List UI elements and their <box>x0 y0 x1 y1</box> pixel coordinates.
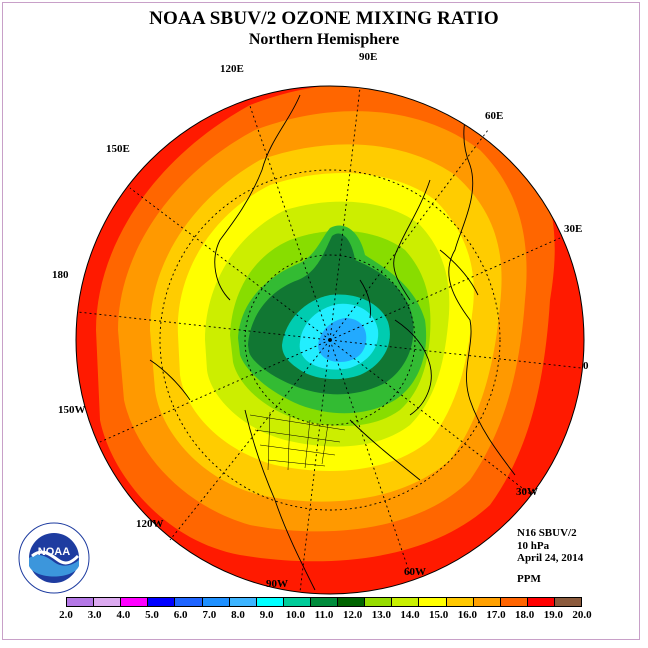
colorbar-tick-label: 14.0 <box>400 609 420 621</box>
lon-label-30w: 30W <box>516 486 538 498</box>
colorbar-swatch <box>147 598 175 606</box>
lon-label-30e: 30E <box>564 223 583 235</box>
page-title: NOAA SBUV/2 OZONE MIXING RATIO <box>149 8 499 29</box>
colorbar-tick-label: 4.0 <box>116 609 131 621</box>
date-label: April 24, 2014 <box>517 552 584 564</box>
colorbar-swatch <box>526 598 554 606</box>
colorbar-tick-label: 16.0 <box>457 609 477 621</box>
noaa-logo-icon: NOAA <box>18 522 90 594</box>
colorbar-tick-label: 18.0 <box>515 609 535 621</box>
colorbar-tick-label: 10.0 <box>285 609 305 621</box>
colorbar-tick-label: 15.0 <box>429 609 449 621</box>
colorbar-swatch <box>120 598 148 606</box>
colorbar-swatch <box>309 598 338 606</box>
lon-label-0: 0 <box>583 360 589 372</box>
colorbar-tick-label: 9.0 <box>259 609 274 621</box>
us-state-borders <box>249 411 346 471</box>
colorbar-swatch <box>67 598 94 606</box>
lon-label-120e: 120E <box>220 63 244 75</box>
lon-label-90e: 90E <box>359 51 378 63</box>
colorbar-swatch <box>255 598 283 606</box>
lon-label-120w: 120W <box>136 518 164 530</box>
colorbar-swatch <box>553 598 582 606</box>
units-label: PPM <box>517 573 541 585</box>
colorbar-tick-label: 6.0 <box>173 609 188 621</box>
lon-label-180: 180 <box>52 269 69 281</box>
colorbar-swatch <box>201 598 229 606</box>
colorbar-tick-label: 7.0 <box>202 609 217 621</box>
colorbar-tick-label: 5.0 <box>145 609 159 621</box>
pressure-level-label: 10 hPa <box>517 540 550 552</box>
colorbar-swatch <box>93 598 121 606</box>
lon-label-150e: 150E <box>106 143 130 155</box>
colorbar-tick-label: 17.0 <box>486 609 506 621</box>
lon-label-150w: 150W <box>58 404 86 416</box>
page-subtitle: Northern Hemisphere <box>248 31 400 48</box>
colorbar-swatch <box>228 598 256 606</box>
colorbar-tick-label: 2.0 <box>59 609 73 621</box>
colorbar <box>66 597 582 607</box>
colorbar-tick-label: 3.0 <box>87 609 102 621</box>
colorbar-tick-label: 12.0 <box>343 609 363 621</box>
colorbar-tick-label: 11.0 <box>314 609 334 621</box>
map-border <box>75 85 585 595</box>
colorbar-swatch <box>337 598 365 606</box>
noaa-logo-text: NOAA <box>38 546 70 558</box>
lon-label-60w: 60W <box>404 566 426 578</box>
colorbar-tick-label: 13.0 <box>371 609 391 621</box>
colorbar-swatch <box>418 598 446 606</box>
colorbar-swatch <box>472 598 500 606</box>
coastlines <box>149 86 516 591</box>
colorbar-swatch <box>174 598 202 606</box>
colorbar-swatch <box>499 598 527 606</box>
colorbar-tick-label: 20.0 <box>572 609 592 621</box>
figure-frame <box>2 2 640 640</box>
colorbar-tick-label: 19.0 <box>543 609 563 621</box>
colorbar-swatch <box>445 598 473 606</box>
lon-label-60e: 60E <box>485 110 504 122</box>
colorbar-swatch <box>391 598 419 606</box>
colorbar-swatch <box>364 598 392 606</box>
graticule <box>77 87 582 593</box>
lon-label-90w: 90W <box>266 578 288 590</box>
colorbar-tick-label: 8.0 <box>231 609 245 621</box>
colorbar-swatch <box>282 598 310 606</box>
instrument-label: N16 SBUV/2 <box>517 527 577 539</box>
